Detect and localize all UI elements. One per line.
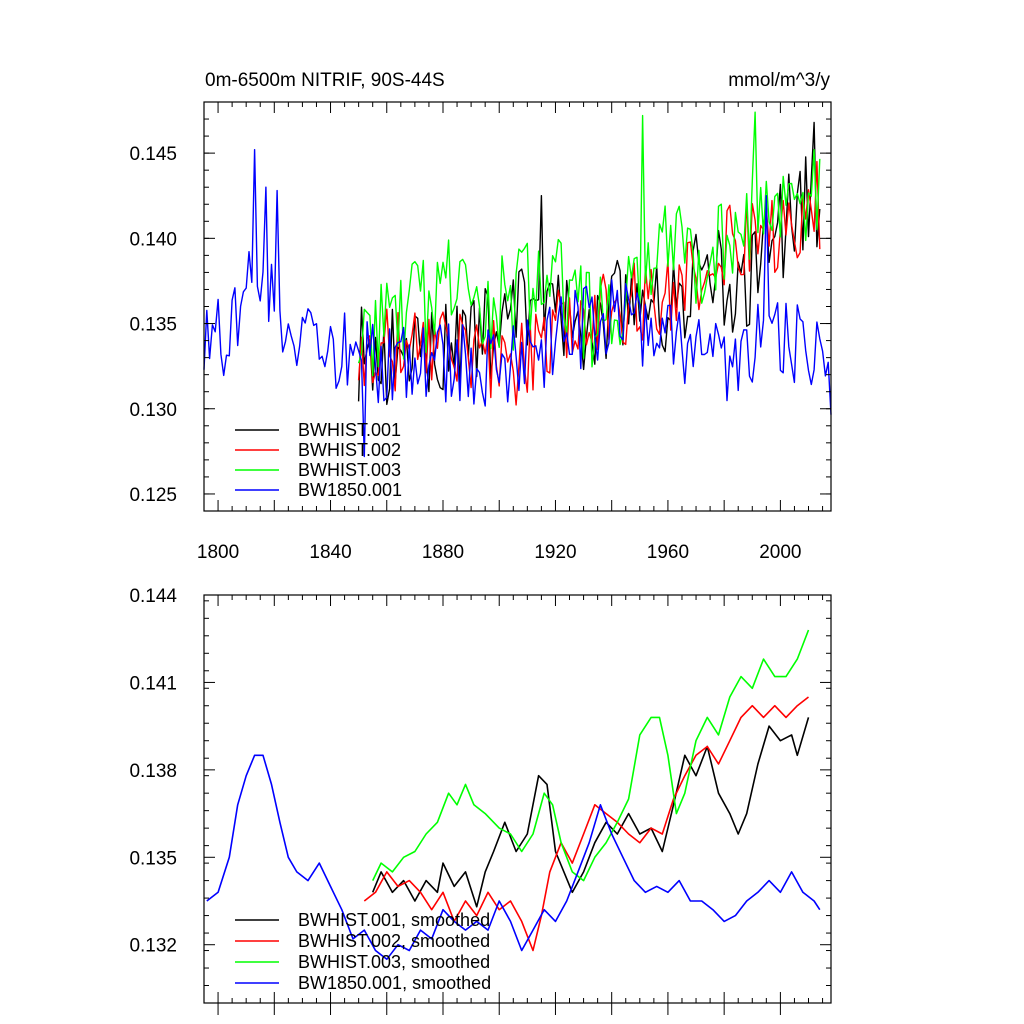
bottom-tick-group: 0.132 0.135 0.138 0.141 0.144	[129, 586, 831, 1015]
x-tick-label: 1840	[309, 542, 351, 563]
series-line-bw1850-001	[203, 148, 832, 458]
legend-label: BWHIST.003, smoothed	[298, 952, 490, 972]
series-line-bwhist-001	[357, 121, 821, 406]
x-tick-label: 2000	[759, 542, 801, 563]
x-tick-label: 1880	[422, 542, 464, 563]
y-tick-label: 0.138	[129, 761, 177, 782]
y-tick-label: 0.140	[129, 229, 177, 250]
legend-label: BWHIST.002, smoothed	[298, 931, 490, 951]
smoothed-line-bwhist-002	[363, 696, 809, 952]
y-tick-label: 0.145	[129, 144, 177, 165]
y-tick-label: 0.130	[129, 400, 177, 421]
smoothed-line-bwhist-003	[371, 629, 810, 882]
x-tick-label: 1920	[534, 542, 576, 563]
legend-label: BWHIST.002	[298, 440, 401, 460]
bottom-panel: 0.132 0.135 0.138 0.141 0.144 BWHIST.001, sm…	[129, 586, 832, 1015]
legend-label: BWHIST.001	[298, 420, 401, 440]
y-tick-label: 0.144	[129, 586, 177, 607]
bottom-series-group	[206, 629, 821, 961]
top-tick-group: 0.125 0.130 0.135 0.140 0.145 1800 1840 1880 192…	[129, 101, 831, 563]
legend-label: BW1850.001, smoothed	[298, 973, 491, 993]
legend-label: BW1850.001	[298, 480, 402, 500]
y-tick-label: 0.135	[129, 315, 177, 336]
y-tick-label: 0.125	[129, 485, 177, 506]
smoothed-line-bwhist-001	[371, 717, 810, 908]
y-tick-label: 0.132	[129, 936, 177, 957]
series-line-bwhist-002	[357, 160, 821, 406]
top-panel: 0m-6500m NITRIF, 90S-44S mmol/m^3/y 0.12…	[129, 70, 832, 563]
x-tick-label: 1960	[647, 542, 689, 563]
bottom-plot-frame	[203, 594, 832, 1004]
top-series-group	[203, 111, 832, 458]
legend-label: BWHIST.003	[298, 460, 401, 480]
smoothed-line-bw1850-001	[206, 754, 821, 961]
y-tick-label: 0.141	[129, 673, 177, 694]
top-chart-title: 0m-6500m NITRIF, 90S-44S	[205, 70, 445, 91]
series-line-bwhist-003	[357, 111, 821, 377]
y-tick-label: 0.135	[129, 848, 177, 869]
legend-label: BWHIST.001, smoothed	[298, 910, 490, 930]
x-tick-label: 1800	[197, 542, 239, 563]
top-chart-units: mmol/m^3/y	[728, 70, 830, 91]
